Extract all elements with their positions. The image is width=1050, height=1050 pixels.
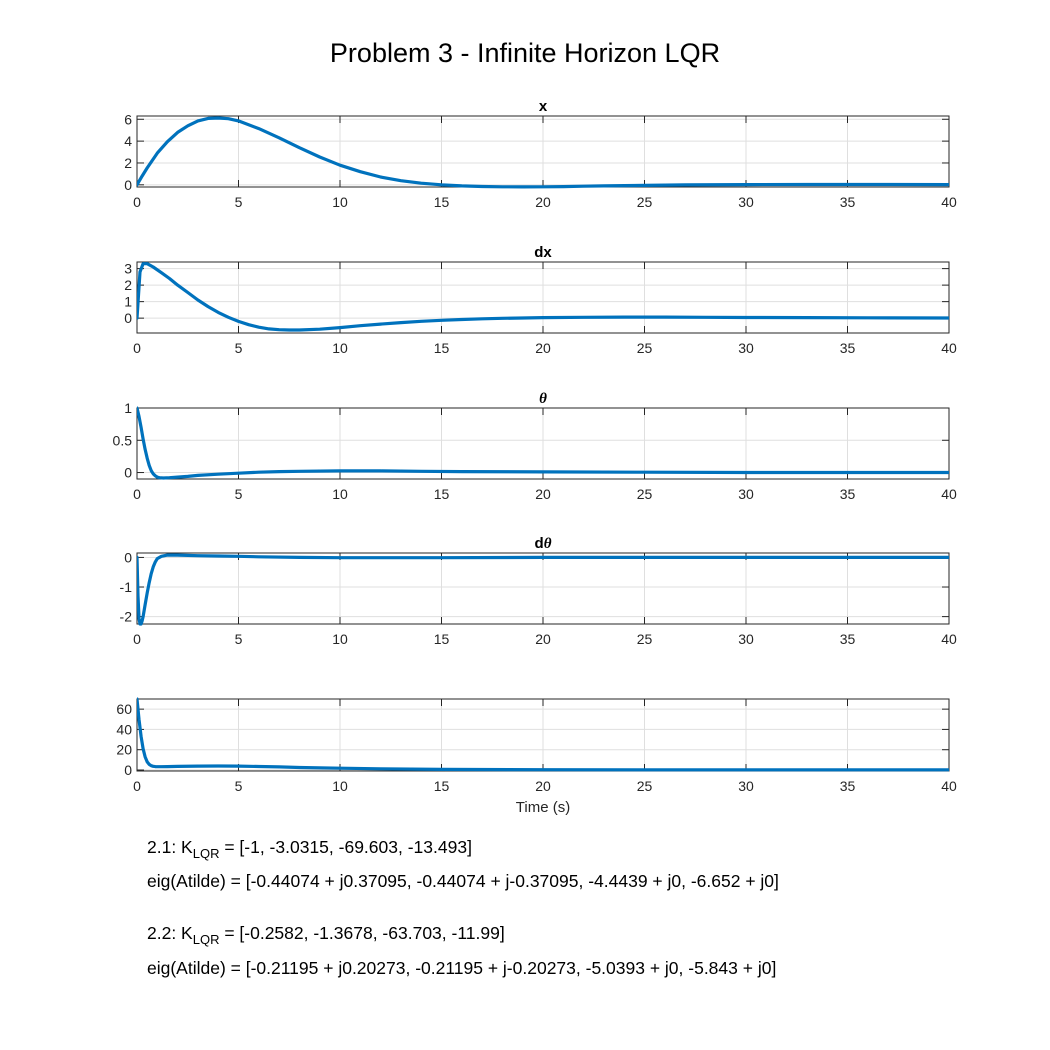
subplot-3: 0 5 10 15 20 25 30 35 40 0 0.5 1 θ [113,391,957,502]
subplot-title: dθ [535,535,552,552]
y-tick-label: 2 [124,277,132,293]
x-tick-label: 35 [840,778,856,794]
annotation-2-1-subscript: LQR [192,846,220,861]
x-tick-label: 15 [434,194,450,210]
annotation-2-1-value: = [-1, -3.0315, -69.603, -13.493] [219,837,472,857]
x-tick-label: 25 [637,486,653,502]
x-tick-label: 35 [840,486,856,502]
x-tick-label: 15 [434,486,450,502]
x-tick-label: 5 [235,631,243,647]
y-tick-label: 40 [116,721,132,737]
x-tick-label: 5 [235,340,243,356]
x-tick-label: 15 [434,340,450,356]
x-tick-label: 5 [235,778,243,794]
annotation-2-1-prefix: 2.1: K [147,837,193,857]
y-tick-label: 0 [124,465,132,481]
y-tick-label: -1 [120,579,133,595]
x-tick-label: 0 [133,340,141,356]
y-tick-label: 1 [124,294,132,310]
y-tick-label: 3 [124,261,132,277]
y-tick-label: 4 [124,133,132,149]
x-tick-label: 25 [637,340,653,356]
x-tick-label: 35 [840,340,856,356]
subplot-title: x [539,98,548,115]
x-tick-label: 20 [535,194,551,210]
x-tick-label: 0 [133,778,141,794]
x-tick-label: 10 [332,486,348,502]
subplot-5: 0 5 10 15 20 25 30 35 40 0 20 40 60 Time (s) [116,697,957,816]
series-line-1 [137,262,949,332]
annotation-2-2-value: = [-0.2582, -1.3678, -63.703, -11.99] [219,923,505,943]
x-tick-label: 25 [637,194,653,210]
subplot-title-symbol: θ [544,536,552,552]
x-tick-label: 40 [941,340,957,356]
annotation-2-1-gain: 2.1: KLQR = [-1, -3.0315, -69.603, -13.4… [147,837,472,861]
x-tick-label: 30 [738,340,754,356]
annotation-2-2-gain: 2.2: KLQR = [-0.2582, -1.3678, -63.703, … [147,923,505,947]
x-tick-label: 0 [133,631,141,647]
x-tick-label: 35 [840,631,856,647]
x-tick-label: 5 [235,486,243,502]
annotation-2-2-subscript: LQR [192,932,220,947]
x-tick-label: 40 [941,486,957,502]
series-line-1 [137,553,949,626]
x-tick-label: 15 [434,631,450,647]
x-tick-label: 20 [535,486,551,502]
subplot-1: 0 5 10 15 20 25 30 35 40 0 2 4 6 x [124,98,957,210]
y-tick-label: 1 [124,400,132,416]
x-tick-label: 30 [738,486,754,502]
y-tick-label: 60 [116,701,132,717]
x-tick-label: 10 [332,194,348,210]
y-tick-label: 0 [124,762,132,778]
series-line-1 [137,116,949,189]
subplot-title-prefix: d [535,535,544,552]
x-tick-label: 30 [738,194,754,210]
series-line-1 [137,406,949,480]
x-tick-label: 25 [637,778,653,794]
subplot-title: dx [534,244,552,261]
figure-title: Problem 3 - Infinite Horizon LQR [330,38,720,68]
x-tick-label: 0 [133,194,141,210]
x-tick-label: 20 [535,631,551,647]
annotation-2-2-prefix: 2.2: K [147,923,193,943]
x-tick-label: 15 [434,778,450,794]
y-tick-label: 20 [116,742,132,758]
annotation-2-2-eig: eig(Atilde) = [-0.21195 + j0.20273, -0.2… [147,958,777,978]
x-tick-label: 0 [133,486,141,502]
x-tick-label: 30 [738,778,754,794]
subplot-4: 0 5 10 15 20 25 30 35 40 -2 -1 0 dθ [120,535,957,647]
x-tick-label: 20 [535,340,551,356]
subplot-title: θ [539,391,547,407]
y-tick-label: 2 [124,155,132,171]
x-tick-label: 25 [637,631,653,647]
x-tick-label: 10 [332,778,348,794]
x-tick-label: 30 [738,631,754,647]
y-tick-label: 0 [124,310,132,326]
x-tick-label: 40 [941,631,957,647]
series-line-1 [137,697,949,772]
subplot-title-symbol: θ [539,391,547,407]
x-tick-label: 35 [840,194,856,210]
x-tick-label: 20 [535,778,551,794]
y-tick-label: 0 [124,549,132,565]
annotation-2-1-eig: eig(Atilde) = [-0.44074 + j0.37095, -0.4… [147,871,779,891]
x-tick-label: 10 [332,340,348,356]
y-tick-label: 0.5 [113,432,133,448]
y-tick-label: 6 [124,111,132,127]
x-tick-label: 40 [941,194,957,210]
y-tick-label: -2 [120,609,133,625]
x-tick-label: 10 [332,631,348,647]
x-tick-label: 40 [941,778,957,794]
x-axis-label: Time (s) [516,799,570,816]
x-tick-label: 5 [235,194,243,210]
y-tick-label: 0 [124,177,132,193]
